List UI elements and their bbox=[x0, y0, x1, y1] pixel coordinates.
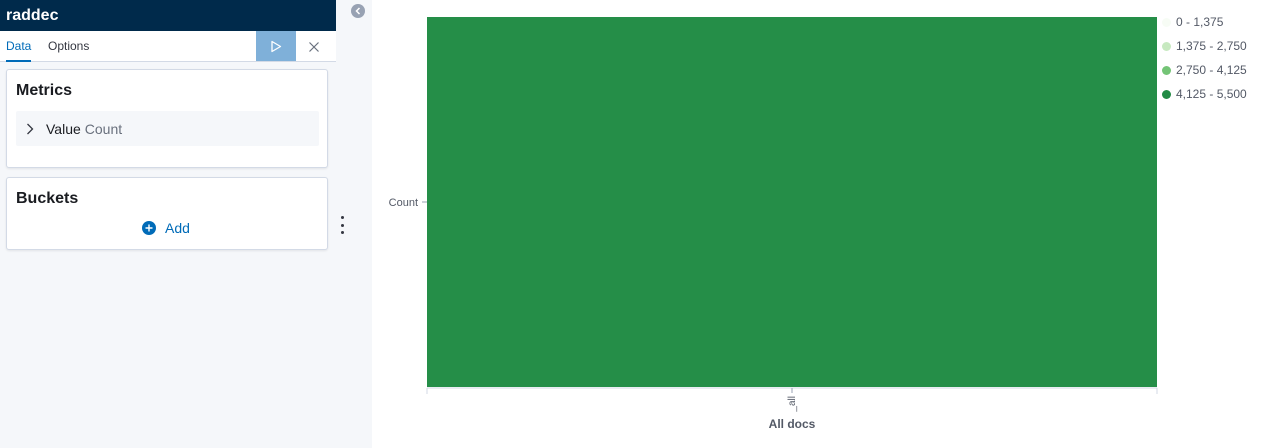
plus-circle-icon bbox=[142, 221, 156, 235]
legend-item[interactable]: 2,750 - 4,125 bbox=[1162, 58, 1247, 82]
legend-label: 2,750 - 4,125 bbox=[1176, 63, 1247, 77]
legend-swatch-icon bbox=[1162, 42, 1171, 51]
play-icon bbox=[270, 40, 282, 53]
metric-item-value-count[interactable]: Value Count bbox=[16, 111, 319, 146]
legend-item[interactable]: 1,375 - 2,750 bbox=[1162, 34, 1247, 58]
arrow-left-icon bbox=[354, 7, 362, 15]
legend-item[interactable]: 0 - 1,375 bbox=[1162, 10, 1247, 34]
add-bucket-button[interactable]: Add bbox=[142, 220, 190, 236]
x-tick-label: _all bbox=[787, 396, 798, 413]
chevron-right-icon[interactable] bbox=[26, 123, 34, 135]
sidebar-tabs: Data Options bbox=[0, 31, 336, 62]
metric-sublabel: Count bbox=[85, 121, 122, 137]
editor-sidebar: raddec Data Options Metrics Value Count … bbox=[0, 0, 336, 448]
discard-button[interactable] bbox=[304, 37, 324, 57]
legend-swatch-icon bbox=[1162, 90, 1171, 99]
legend-label: 1,375 - 2,750 bbox=[1176, 39, 1247, 53]
tab-options[interactable]: Options bbox=[48, 31, 89, 62]
metrics-panel: Metrics Value Count bbox=[6, 69, 328, 168]
heatmap-cell bbox=[427, 17, 1157, 387]
legend-swatch-icon bbox=[1162, 18, 1171, 27]
metric-label: Value bbox=[46, 121, 81, 137]
buckets-panel: Buckets Add bbox=[6, 177, 328, 250]
heatmap-chart: Count _all All docs bbox=[372, 0, 1263, 448]
chart-legend: 0 - 1,375 1,375 - 2,750 2,750 - 4,125 4,125… bbox=[1162, 10, 1247, 106]
y-tick-label: Count bbox=[389, 197, 418, 209]
legend-label: 0 - 1,375 bbox=[1176, 15, 1223, 29]
heatmap-svg: Count _all All docs bbox=[372, 0, 1263, 448]
x-axis-title: All docs bbox=[769, 417, 816, 431]
close-icon bbox=[308, 41, 320, 53]
index-title: raddec bbox=[0, 0, 336, 31]
collapse-sidebar-button[interactable] bbox=[351, 4, 365, 18]
buckets-title: Buckets bbox=[16, 190, 78, 208]
add-bucket-label: Add bbox=[165, 220, 190, 236]
tab-data[interactable]: Data bbox=[6, 31, 31, 62]
metrics-title: Metrics bbox=[16, 82, 72, 100]
legend-swatch-icon bbox=[1162, 66, 1171, 75]
legend-label: 4,125 - 5,500 bbox=[1176, 87, 1247, 101]
more-options-icon[interactable] bbox=[337, 216, 347, 234]
legend-item[interactable]: 4,125 - 5,500 bbox=[1162, 82, 1247, 106]
update-button[interactable] bbox=[256, 31, 296, 61]
